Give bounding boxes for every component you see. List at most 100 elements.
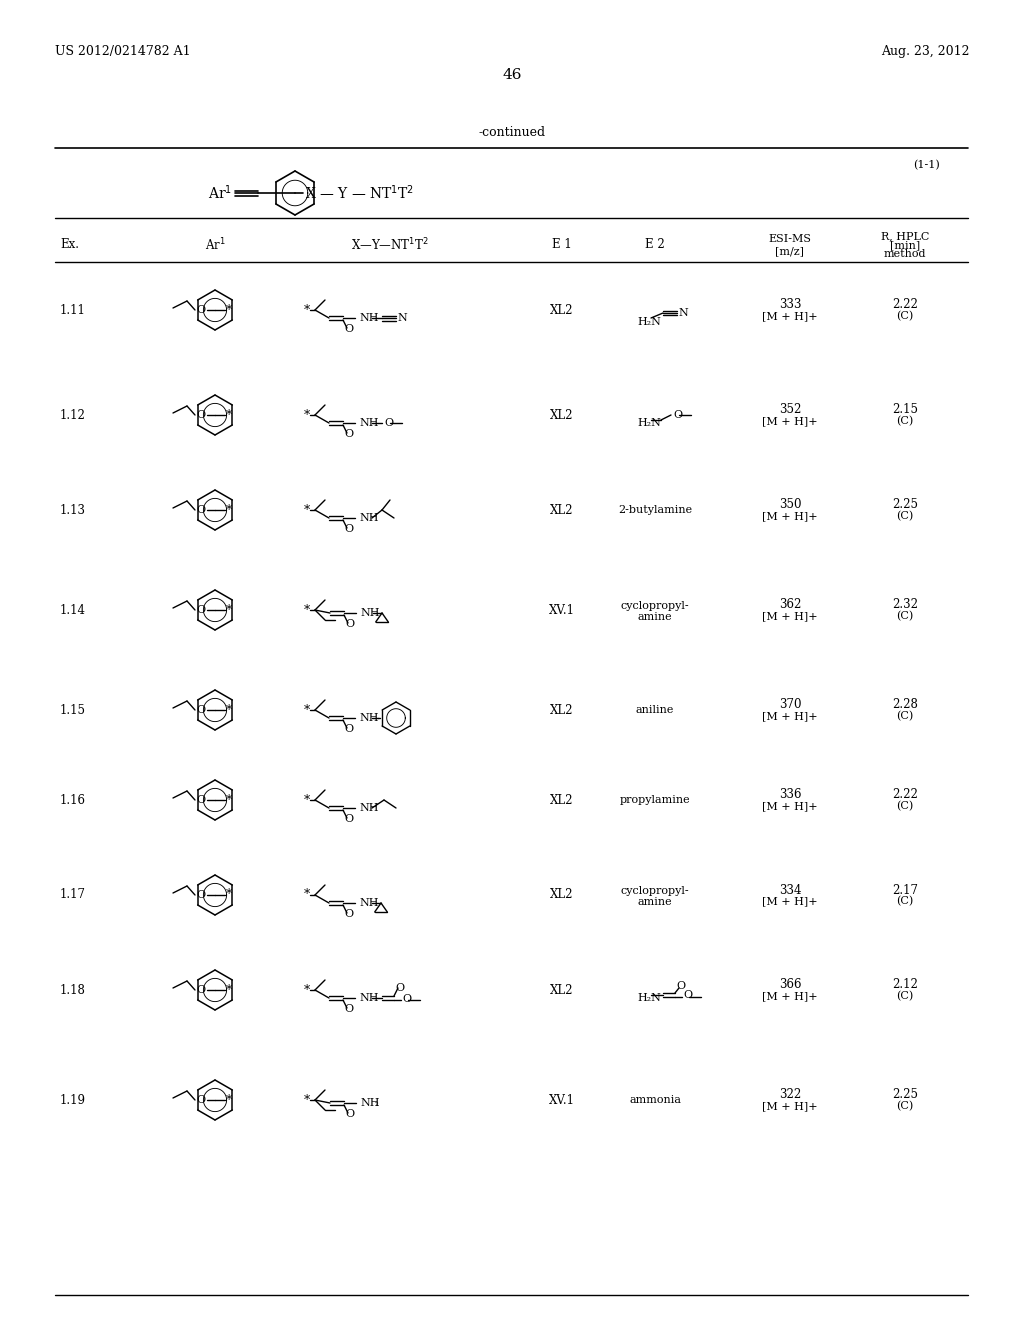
- Text: 1.17: 1.17: [60, 888, 86, 902]
- Text: (C): (C): [896, 711, 913, 721]
- Text: O: O: [395, 983, 404, 993]
- Text: O: O: [402, 994, 411, 1005]
- Text: NH: NH: [359, 803, 379, 813]
- Text: 2.22: 2.22: [892, 298, 918, 312]
- Text: 1.19: 1.19: [60, 1093, 86, 1106]
- Text: [M + H]+: [M + H]+: [762, 416, 818, 426]
- Text: O: O: [344, 814, 353, 824]
- Text: NH: NH: [359, 993, 379, 1003]
- Text: *: *: [304, 793, 310, 807]
- Text: [M + H]+: [M + H]+: [762, 312, 818, 321]
- Text: 2-butylamine: 2-butylamine: [617, 506, 692, 515]
- Text: *: *: [304, 603, 310, 616]
- Text: E 2: E 2: [645, 239, 665, 252]
- Text: *: *: [226, 888, 232, 902]
- Text: *: *: [304, 408, 310, 421]
- Text: 322: 322: [779, 1089, 801, 1101]
- Text: O: O: [345, 619, 354, 630]
- Text: 1.14: 1.14: [60, 603, 86, 616]
- Text: XL2: XL2: [550, 983, 573, 997]
- Text: 1.12: 1.12: [60, 408, 86, 421]
- Text: method: method: [884, 249, 927, 259]
- Text: 352: 352: [779, 404, 801, 417]
- Text: -continued: -continued: [478, 127, 546, 140]
- Text: (C): (C): [896, 991, 913, 1001]
- Text: NH: NH: [359, 418, 379, 428]
- Text: O: O: [197, 305, 206, 315]
- Text: amine: amine: [638, 898, 673, 907]
- Text: O: O: [197, 795, 206, 805]
- Text: 334: 334: [778, 883, 801, 896]
- Text: O: O: [683, 990, 692, 1001]
- Text: (C): (C): [896, 1101, 913, 1111]
- Text: [M + H]+: [M + H]+: [762, 1101, 818, 1111]
- Text: *: *: [226, 793, 232, 807]
- Text: ammonia: ammonia: [629, 1096, 681, 1105]
- Text: aniline: aniline: [636, 705, 674, 715]
- Text: *: *: [304, 1093, 310, 1106]
- Text: ₂: ₂: [375, 1098, 379, 1107]
- Text: O: O: [344, 524, 353, 535]
- Text: O: O: [197, 1096, 206, 1105]
- Text: [m/z]: [m/z]: [775, 246, 805, 256]
- Text: O: O: [676, 981, 685, 991]
- Text: Ar$^{1}$: Ar$^{1}$: [205, 236, 225, 253]
- Text: NH: NH: [360, 609, 380, 618]
- Text: O: O: [345, 1109, 354, 1119]
- Text: XL2: XL2: [550, 408, 573, 421]
- Text: O: O: [197, 411, 206, 420]
- Text: 2.15: 2.15: [892, 404, 918, 417]
- Text: cyclopropyl-: cyclopropyl-: [621, 601, 689, 611]
- Text: 336: 336: [778, 788, 801, 801]
- Text: 2.28: 2.28: [892, 698, 918, 711]
- Text: X — Y — NT$^{1}$T$^{2}$: X — Y — NT$^{1}$T$^{2}$: [305, 183, 414, 202]
- Text: 333: 333: [778, 298, 801, 312]
- Text: [M + H]+: [M + H]+: [762, 511, 818, 521]
- Text: propylamine: propylamine: [620, 795, 690, 805]
- Text: 1.13: 1.13: [60, 503, 86, 516]
- Text: *: *: [304, 304, 310, 317]
- Text: [M + H]+: [M + H]+: [762, 991, 818, 1001]
- Text: 1.15: 1.15: [60, 704, 86, 717]
- Text: H₂N: H₂N: [637, 317, 660, 327]
- Text: *: *: [226, 603, 232, 616]
- Text: O: O: [344, 909, 353, 919]
- Text: Ex.: Ex.: [60, 239, 79, 252]
- Text: *: *: [226, 503, 232, 516]
- Text: (C): (C): [896, 511, 913, 521]
- Text: 2.12: 2.12: [892, 978, 918, 991]
- Text: amine: amine: [638, 612, 673, 622]
- Text: 2.22: 2.22: [892, 788, 918, 801]
- Text: (C): (C): [896, 310, 913, 321]
- Text: O: O: [384, 418, 393, 428]
- Text: (C): (C): [896, 416, 913, 426]
- Text: 350: 350: [778, 499, 801, 511]
- Text: *: *: [304, 704, 310, 717]
- Text: O: O: [197, 890, 206, 900]
- Text: *: *: [304, 983, 310, 997]
- Text: Aug. 23, 2012: Aug. 23, 2012: [882, 45, 970, 58]
- Text: 366: 366: [778, 978, 801, 991]
- Text: cyclopropyl-: cyclopropyl-: [621, 886, 689, 896]
- Text: *: *: [226, 304, 232, 317]
- Text: N: N: [397, 313, 407, 323]
- Text: 2.32: 2.32: [892, 598, 918, 611]
- Text: O: O: [197, 985, 206, 995]
- Text: 2.17: 2.17: [892, 883, 918, 896]
- Text: NH: NH: [359, 513, 379, 523]
- Text: O: O: [673, 411, 682, 420]
- Text: *: *: [226, 704, 232, 717]
- Text: NH: NH: [360, 1098, 380, 1107]
- Text: N: N: [678, 308, 688, 318]
- Text: 370: 370: [778, 698, 801, 711]
- Text: *: *: [226, 1093, 232, 1106]
- Text: R, HPLC: R, HPLC: [881, 231, 929, 242]
- Text: O: O: [344, 1005, 353, 1014]
- Text: 1.11: 1.11: [60, 304, 86, 317]
- Text: X—Y—NT$^{1}$T$^{2}$: X—Y—NT$^{1}$T$^{2}$: [351, 236, 429, 253]
- Text: O: O: [344, 723, 353, 734]
- Text: XL2: XL2: [550, 503, 573, 516]
- Text: 2.25: 2.25: [892, 499, 918, 511]
- Text: NH: NH: [359, 713, 379, 723]
- Text: [M + H]+: [M + H]+: [762, 801, 818, 810]
